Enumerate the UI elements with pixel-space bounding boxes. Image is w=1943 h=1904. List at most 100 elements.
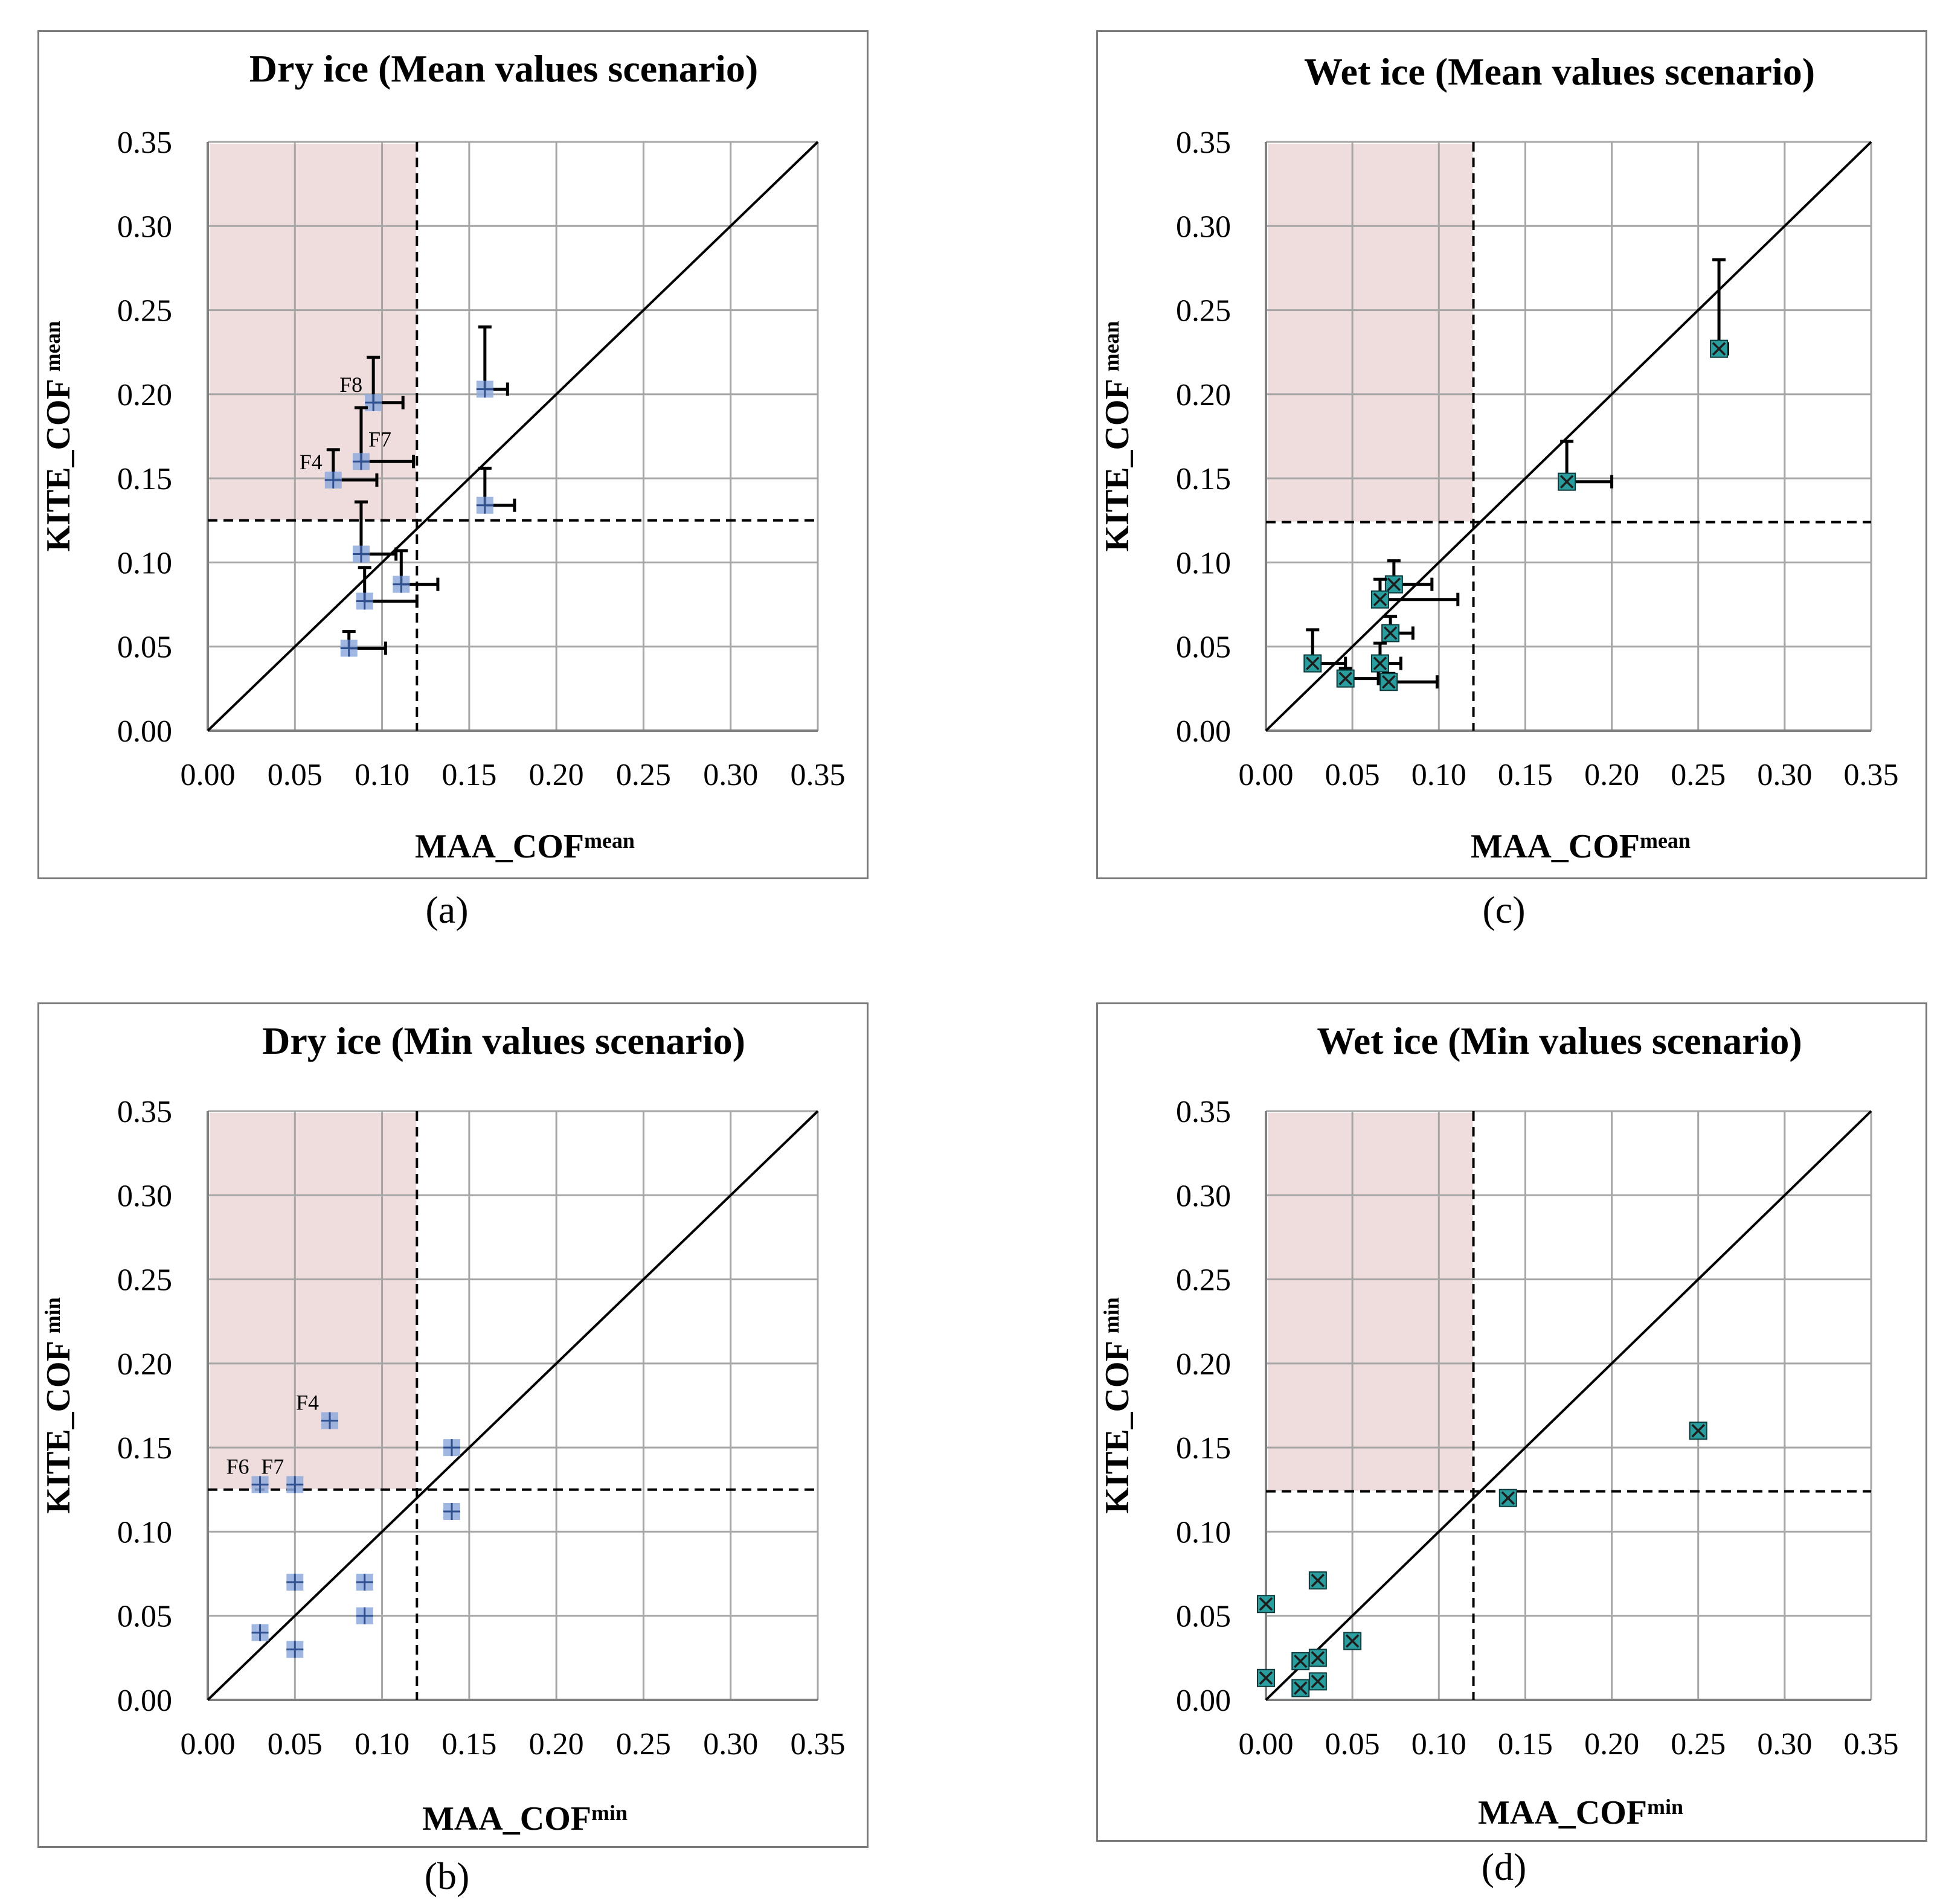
y-tick-label: 0.35	[117, 1095, 172, 1129]
x-tick-label: 0.10	[355, 758, 409, 792]
chart-title: Wet ice (Min values scenario)	[1317, 1019, 1802, 1062]
chart-caption: (c)	[1482, 888, 1526, 931]
x-tick-label: 0.20	[1584, 1727, 1639, 1761]
point-label: F6	[226, 1454, 249, 1478]
data-point-cross	[1501, 1491, 1515, 1505]
y-tick-label: 0.30	[1176, 210, 1231, 244]
chart-svg: 0.000.000.050.050.100.100.150.150.200.20…	[40, 1019, 846, 1838]
y-tick-label: 0.05	[1176, 1600, 1231, 1634]
x-tick-label: 0.10	[1411, 1727, 1466, 1761]
x-tick-label: 0.35	[1844, 758, 1899, 792]
y-tick-label: 0.25	[117, 294, 172, 329]
chart-panel-c: 0.00 0.00 0.05 0.05 0.10 0.10 0.15 0.15 0.20 0.20…	[971, 0, 1943, 954]
x-tick-label: 0.25	[616, 1727, 671, 1761]
data-point-cross	[1294, 1654, 1308, 1668]
y-tick-label: 0.25	[1176, 294, 1231, 329]
y-tick-label: 0.00	[1176, 714, 1231, 749]
chart-frame	[1096, 30, 1927, 879]
data-point-cross	[1691, 1424, 1705, 1438]
x-axis-label-sup: mean	[584, 829, 635, 853]
data-point-cross	[1712, 342, 1726, 356]
y-tick-label: 0.10	[117, 1515, 172, 1550]
y-tick-label: 0.00	[117, 1684, 172, 1718]
x-axis-label-main: MAA_COF	[422, 1800, 591, 1838]
chart-caption: (b)	[424, 1854, 470, 1897]
chart-svg: 0.000.000.050.050.100.100.150.150.200.20…	[40, 47, 846, 865]
y-axis-label: KITE_COF min	[40, 1297, 77, 1513]
x-tick-label: 0.15	[1498, 1727, 1553, 1761]
y-tick-label: 0.05	[1176, 630, 1231, 665]
x-tick-label: 0.15	[442, 758, 496, 792]
y-tick-label: 0.30	[117, 210, 172, 244]
y-tick-label: 0.30	[117, 1179, 172, 1213]
data-point-cross	[1294, 1681, 1308, 1695]
y-axis-label: KITE_COF mean	[1099, 321, 1136, 551]
identity-line	[207, 1110, 819, 1701]
x-axis-label-main: MAA_COF	[1471, 828, 1640, 865]
y-tick-label: 0.00	[117, 714, 172, 749]
x-tick-label: 0.05	[268, 758, 323, 792]
x-tick-label: 0.05	[268, 1727, 323, 1761]
x-tick-label: 0.20	[1584, 758, 1639, 792]
y-tick-label: 0.20	[1176, 378, 1231, 412]
identity-line	[1265, 141, 1872, 732]
shaded-region	[1268, 144, 1473, 522]
x-axis-label: MAA_COFmin	[1478, 1794, 1683, 1832]
x-axis-label-sup: min	[1647, 1795, 1683, 1819]
x-tick-label: 0.35	[1844, 1727, 1899, 1761]
chart-title: Dry ice (Min values scenario)	[262, 1019, 745, 1062]
y-tick-label: 0.05	[117, 1600, 172, 1634]
data-point-cross	[1306, 656, 1320, 670]
y-axis-label-sup: min	[1099, 1297, 1123, 1333]
data-point-cross	[1345, 1634, 1360, 1648]
data-point-cross	[1383, 626, 1398, 640]
y-tick-label: 0.00	[1176, 1684, 1231, 1718]
x-axis-label-sup: min	[591, 1801, 628, 1825]
shaded-region	[1268, 1113, 1473, 1491]
y-tick-label: 0.30	[1176, 1179, 1231, 1213]
chart-svg: 0.000.000.050.050.100.100.150.150.200.20…	[1099, 1019, 1899, 1832]
chart-caption: (d)	[1481, 1845, 1527, 1888]
x-tick-label: 0.05	[1325, 1727, 1380, 1761]
x-tick-label: 0.00	[1239, 1727, 1294, 1761]
chart-title: Wet ice (Mean values scenario)	[1304, 50, 1815, 93]
y-axis-label-sup: mean	[1099, 321, 1123, 371]
point-label: F7	[261, 1454, 284, 1478]
y-tick-label: 0.25	[117, 1263, 172, 1298]
chart-panel-b: 0.00 0.00 0.05 0.05 0.10 0.10 0.15 0.15 0.20 0.20…	[0, 966, 971, 1904]
y-tick-label: 0.25	[1176, 1263, 1231, 1298]
y-tick-label: 0.10	[1176, 1515, 1231, 1550]
data-point-cross	[1338, 672, 1352, 685]
x-tick-label: 0.10	[355, 1727, 409, 1761]
x-axis-label: MAA_COFmin	[422, 1800, 628, 1838]
chart-panel-d: 0.00 0.00 0.05 0.05 0.10 0.10 0.15 0.15 0.20 0.20…	[971, 966, 1943, 1904]
point-label: F4	[300, 450, 323, 474]
chart-caption: (a)	[425, 888, 469, 931]
y-axis-label: KITE_COF min	[1099, 1297, 1136, 1513]
chart-title: Dry ice (Mean values scenario)	[249, 47, 758, 90]
data-point-cross	[1259, 1671, 1273, 1685]
x-axis-label-sup: mean	[1640, 829, 1691, 853]
data-point-cross	[1373, 592, 1387, 606]
x-tick-label: 0.30	[1757, 758, 1812, 792]
x-tick-label: 0.25	[1671, 1727, 1726, 1761]
y-axis-label-sup: mean	[40, 321, 65, 371]
x-tick-label: 0.30	[703, 1727, 758, 1761]
x-tick-label: 0.25	[1671, 758, 1726, 792]
point-label: F8	[339, 373, 362, 397]
identity-line	[1265, 1110, 1872, 1701]
chart-svg: 0.000.000.050.050.100.100.150.150.200.20…	[1099, 50, 1899, 865]
x-tick-label: 0.00	[181, 758, 236, 792]
x-tick-label: 0.00	[1239, 758, 1294, 792]
y-tick-label: 0.35	[1176, 126, 1231, 160]
y-axis-label: KITE_COF mean	[40, 321, 77, 551]
y-axis-label-sup: min	[40, 1297, 65, 1333]
x-axis-label: MAA_COFmean	[1471, 828, 1691, 865]
x-tick-label: 0.00	[181, 1727, 236, 1761]
y-tick-label: 0.35	[117, 126, 172, 160]
y-axis-label-main: KITE_COF	[40, 371, 77, 551]
y-tick-label: 0.35	[1176, 1095, 1231, 1129]
y-tick-label: 0.15	[117, 462, 172, 496]
x-tick-label: 0.35	[791, 1727, 846, 1761]
chart-panel-a: 0.00 0.00 0.05 0.05 0.10 0.10 0.15 0.15 0.20 0.20…	[0, 0, 971, 954]
